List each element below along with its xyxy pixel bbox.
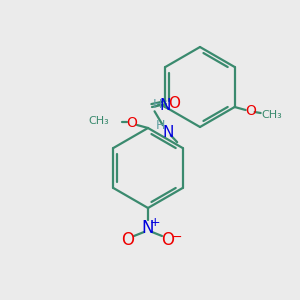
Text: −: − [172,230,182,244]
Text: O: O [245,104,256,118]
Text: O: O [161,231,175,249]
Text: O: O [122,231,134,249]
Text: N: N [160,98,171,113]
Text: O: O [168,97,180,112]
Text: CH₃: CH₃ [88,116,109,126]
Text: N: N [142,219,154,237]
Text: CH₃: CH₃ [261,110,282,120]
Text: +: + [150,217,160,230]
Text: H: H [156,119,165,132]
Text: H: H [153,98,162,110]
Text: O: O [127,116,137,130]
Text: N: N [163,125,174,140]
